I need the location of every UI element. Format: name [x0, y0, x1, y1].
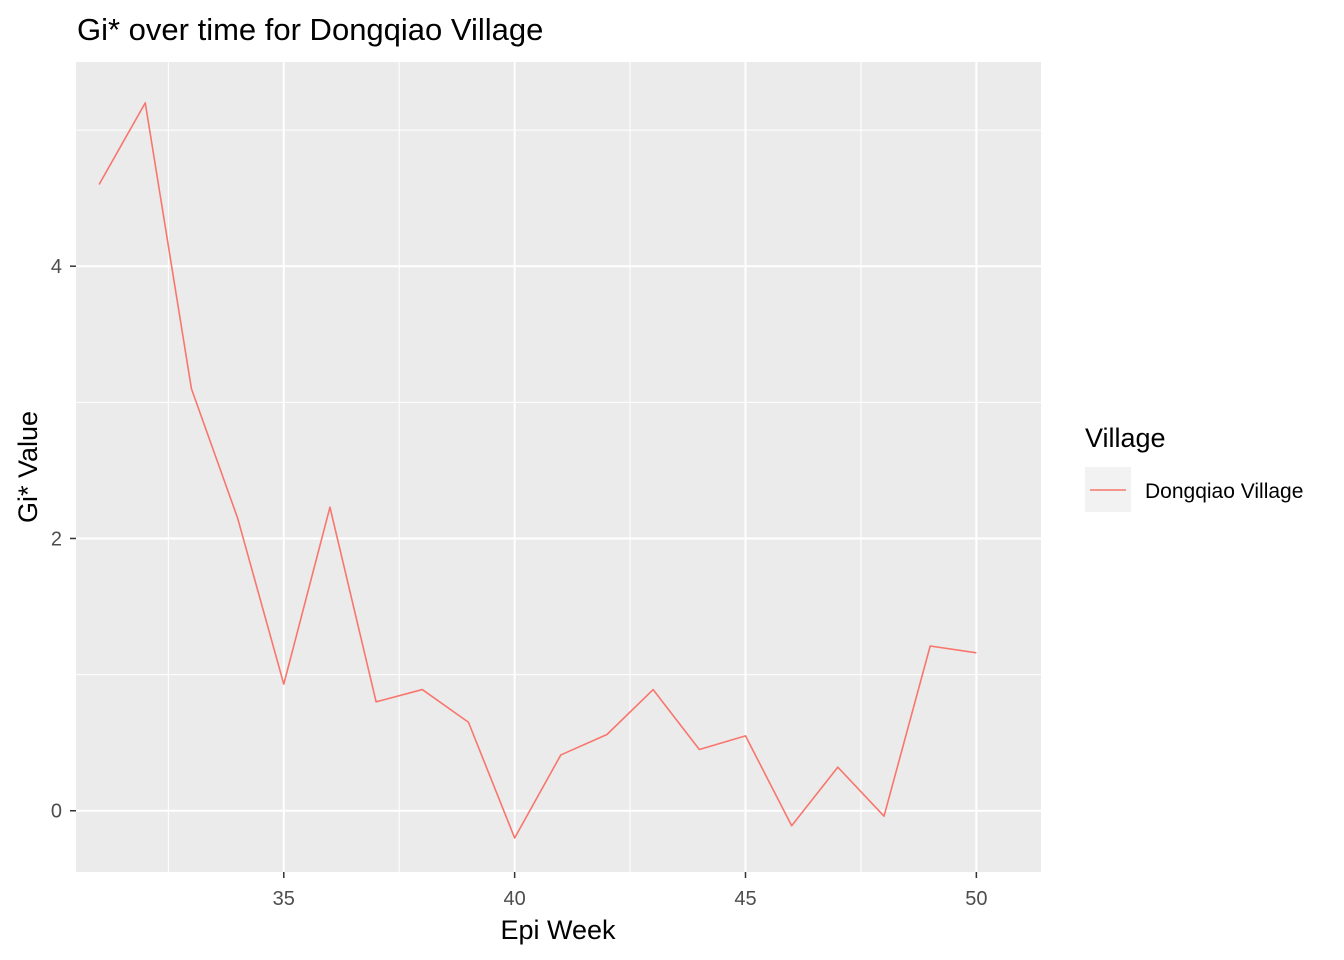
plot-panel: [76, 62, 1041, 872]
y-axis-title: Gi* Value: [13, 411, 43, 523]
x-axis-title: Epi Week: [500, 915, 616, 945]
minor-gridlines: [76, 62, 1041, 872]
series-layer: [98, 102, 977, 839]
legend: Village Dongqiao Village: [1085, 423, 1303, 512]
legend-title: Village: [1085, 423, 1166, 453]
y-tick-label: 0: [51, 801, 62, 823]
chart-title: Gi* over time for Dongqiao Village: [77, 12, 543, 47]
x-tick-label: 45: [734, 888, 756, 910]
x-tick-label: 50: [965, 888, 987, 910]
y-axis: 0 2 4: [51, 256, 76, 823]
x-tick-label: 40: [504, 888, 526, 910]
y-tick-label: 4: [51, 256, 62, 278]
series-line: [98, 102, 977, 839]
x-axis: 35 40 45 50: [273, 872, 987, 910]
y-tick-label: 2: [51, 528, 62, 550]
legend-label: Dongqiao Village: [1145, 480, 1303, 503]
x-tick-label: 35: [273, 888, 295, 910]
